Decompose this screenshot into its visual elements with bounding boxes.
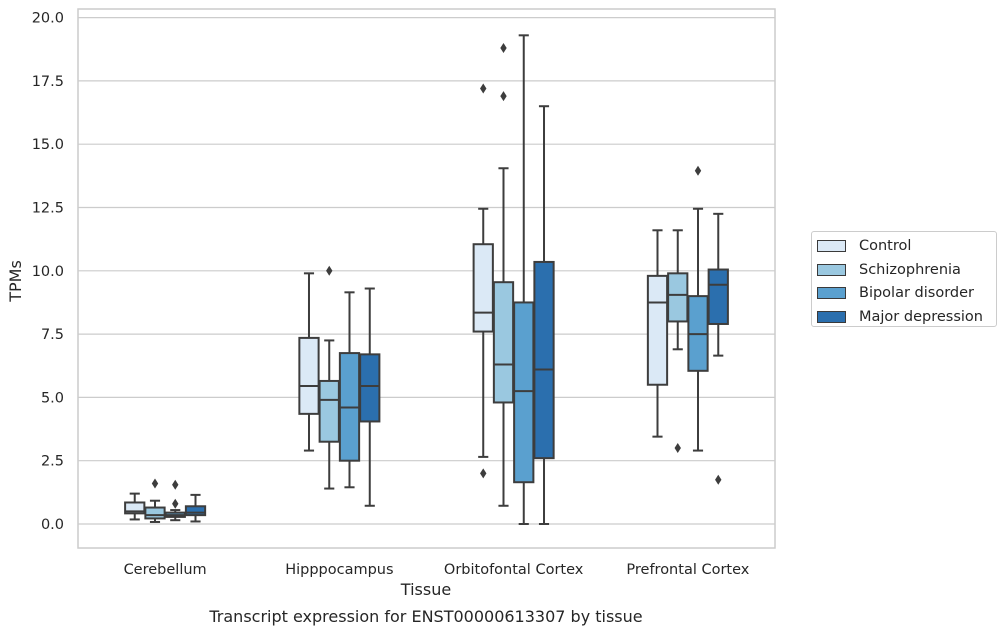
legend-swatch bbox=[817, 287, 846, 299]
box bbox=[533, 105, 555, 525]
outlier-point bbox=[172, 479, 179, 490]
y-tick-label: 7.5 bbox=[41, 327, 64, 343]
box-iqr bbox=[667, 272, 689, 323]
box bbox=[492, 42, 515, 507]
box-series bbox=[124, 34, 729, 525]
legend-swatch bbox=[817, 310, 846, 323]
box-iqr bbox=[707, 268, 729, 325]
box-iqr bbox=[646, 274, 669, 386]
x-tick-label: Cerebellum bbox=[124, 562, 207, 578]
box-iqr bbox=[298, 336, 320, 415]
outlier-point bbox=[326, 265, 333, 276]
outlier-point bbox=[480, 83, 487, 94]
outlier-point bbox=[172, 498, 179, 509]
legend-label: Control bbox=[859, 238, 912, 254]
box bbox=[124, 492, 146, 521]
box-iqr bbox=[144, 506, 166, 520]
outlier-point bbox=[480, 468, 487, 479]
y-tick-label: 20.0 bbox=[32, 11, 64, 27]
x-tick-label: Prefrontal Cortex bbox=[626, 562, 749, 578]
outlier-point bbox=[151, 478, 159, 489]
box-iqr bbox=[184, 505, 207, 517]
box-iqr bbox=[318, 379, 340, 443]
box-iqr bbox=[513, 301, 535, 484]
outlier-point bbox=[500, 42, 507, 53]
y-tick-label: 0.0 bbox=[41, 517, 64, 533]
box bbox=[359, 287, 381, 507]
chart-caption: Transcript expression for ENST0000061330… bbox=[208, 607, 642, 626]
box bbox=[298, 272, 320, 452]
box bbox=[318, 265, 340, 490]
y-tick-label: 5.0 bbox=[41, 390, 64, 406]
box-iqr bbox=[359, 353, 381, 423]
legend: Control Schizophrenia Bipolar disorder Majo… bbox=[811, 231, 997, 327]
plot-area-frame bbox=[77, 8, 776, 549]
legend-swatch bbox=[817, 263, 846, 276]
y-tick-label: 2.5 bbox=[41, 454, 64, 470]
box bbox=[707, 212, 729, 485]
legend-item: Major depression bbox=[817, 307, 983, 327]
legend-label: Schizophrenia bbox=[859, 261, 961, 278]
grid-lines bbox=[78, 17, 775, 525]
legend-swatch bbox=[817, 240, 846, 252]
box bbox=[184, 493, 207, 523]
box bbox=[144, 478, 166, 523]
y-tick-label: 15.0 bbox=[32, 137, 64, 153]
legend-label: Bipolar disorder bbox=[859, 285, 974, 301]
box bbox=[472, 83, 494, 479]
outlier-point bbox=[500, 91, 507, 102]
y-tick-label: 17.5 bbox=[32, 74, 64, 90]
y-axis-label: TPMs bbox=[6, 260, 25, 303]
box bbox=[513, 34, 535, 525]
outlier-point bbox=[715, 474, 722, 485]
box bbox=[687, 165, 709, 452]
box bbox=[338, 291, 361, 489]
y-ticks: 0.0 2.5 5.0 7.5 10.0 12.5 15.0 17.5 20.0 bbox=[32, 11, 64, 533]
box bbox=[164, 479, 186, 522]
box-iqr bbox=[472, 243, 494, 333]
outlier-point bbox=[674, 443, 681, 454]
box-iqr bbox=[492, 281, 515, 404]
box bbox=[667, 229, 689, 454]
x-tick-labels: Cerebellum Hipppocampus Orbitofontal Corte… bbox=[124, 562, 750, 578]
legend-item: Bipolar disorder bbox=[817, 283, 974, 303]
box bbox=[646, 229, 669, 438]
y-tick-label: 12.5 bbox=[32, 201, 64, 217]
outlier-point bbox=[694, 165, 702, 176]
x-axis-label: Tissue bbox=[400, 580, 451, 599]
legend-item: Control bbox=[817, 236, 911, 256]
x-tick-label: Orbitofontal Cortex bbox=[444, 562, 584, 578]
legend-item: Schizophrenia bbox=[817, 260, 961, 280]
y-tick-label: 10.0 bbox=[32, 264, 64, 280]
x-tick-label: Hipppocampus bbox=[285, 562, 393, 578]
legend-label: Major depression bbox=[859, 308, 983, 325]
box-iqr bbox=[533, 260, 555, 460]
